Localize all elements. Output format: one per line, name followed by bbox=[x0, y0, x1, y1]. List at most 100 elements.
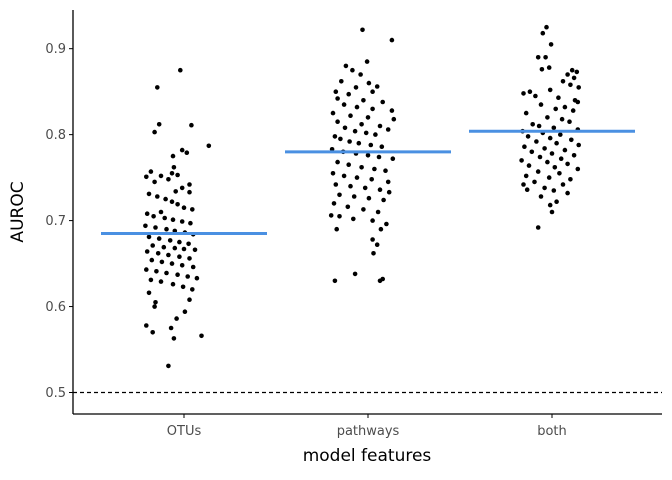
data-point bbox=[381, 197, 386, 203]
data-point bbox=[190, 207, 195, 212]
data-point bbox=[534, 139, 539, 144]
data-point bbox=[523, 110, 529, 116]
data-point bbox=[552, 165, 558, 170]
data-point bbox=[351, 194, 357, 199]
x-tick-label: both bbox=[537, 424, 567, 439]
data-point bbox=[523, 173, 529, 179]
data-point bbox=[568, 82, 573, 88]
data-point bbox=[558, 156, 564, 161]
data-point bbox=[146, 234, 152, 240]
data-point bbox=[370, 89, 375, 94]
data-point bbox=[167, 238, 173, 243]
data-point bbox=[364, 59, 370, 64]
data-point bbox=[156, 236, 162, 241]
data-point bbox=[391, 116, 397, 122]
data-point bbox=[522, 144, 527, 149]
data-point bbox=[565, 72, 570, 77]
data-point bbox=[545, 115, 550, 120]
data-point bbox=[186, 241, 191, 247]
data-point bbox=[525, 134, 531, 139]
data-point bbox=[345, 204, 351, 210]
data-point bbox=[538, 194, 544, 199]
data-point bbox=[544, 24, 549, 30]
data-point bbox=[206, 143, 212, 149]
y-tick-label: 0.6 bbox=[45, 300, 66, 315]
data-point bbox=[551, 125, 557, 131]
data-point bbox=[535, 169, 541, 174]
data-point bbox=[379, 144, 385, 149]
x-tick-label: pathways bbox=[337, 424, 400, 439]
data-point bbox=[369, 177, 375, 182]
data-point bbox=[331, 201, 337, 206]
data-point bbox=[146, 290, 152, 296]
data-point bbox=[560, 182, 566, 187]
data-point bbox=[569, 137, 574, 143]
data-point bbox=[192, 247, 198, 253]
data-point bbox=[545, 159, 550, 165]
data-point bbox=[574, 69, 580, 75]
data-point bbox=[144, 211, 150, 216]
data-point bbox=[532, 179, 537, 185]
data-point bbox=[346, 91, 352, 97]
data-point bbox=[158, 209, 164, 215]
y-tick-label: 0.8 bbox=[45, 128, 66, 143]
data-point bbox=[152, 129, 157, 135]
data-point bbox=[366, 195, 372, 201]
data-point bbox=[158, 279, 164, 284]
data-point bbox=[373, 132, 378, 137]
data-point bbox=[543, 55, 548, 60]
data-point bbox=[335, 159, 340, 165]
data-point bbox=[548, 42, 554, 47]
data-point bbox=[363, 130, 369, 136]
data-point bbox=[386, 189, 392, 195]
data-point bbox=[575, 166, 581, 172]
data-point bbox=[144, 249, 150, 254]
data-point bbox=[569, 67, 575, 73]
data-point bbox=[335, 119, 340, 124]
data-point bbox=[144, 174, 149, 180]
data-point bbox=[187, 182, 192, 187]
data-point bbox=[341, 102, 347, 107]
data-point bbox=[359, 165, 364, 170]
data-point bbox=[333, 182, 339, 187]
data-point bbox=[346, 162, 352, 167]
data-point bbox=[546, 175, 552, 180]
data-point bbox=[547, 202, 553, 208]
data-point bbox=[170, 281, 176, 287]
data-point bbox=[370, 218, 375, 223]
data-point bbox=[348, 113, 353, 118]
data-point bbox=[163, 196, 168, 202]
data-point bbox=[152, 304, 157, 309]
data-point bbox=[352, 128, 358, 134]
data-point bbox=[377, 123, 383, 129]
x-tick-label: OTUs bbox=[167, 424, 202, 439]
data-point bbox=[551, 188, 557, 193]
data-point bbox=[177, 254, 182, 259]
data-point bbox=[155, 251, 161, 256]
data-point bbox=[169, 261, 175, 266]
data-point bbox=[184, 150, 190, 155]
data-point bbox=[180, 284, 186, 290]
data-point bbox=[542, 146, 547, 151]
data-point bbox=[374, 242, 380, 247]
data-point bbox=[353, 85, 359, 90]
data-point bbox=[526, 163, 532, 168]
data-point bbox=[190, 287, 195, 292]
data-point bbox=[337, 214, 342, 219]
data-point bbox=[153, 300, 158, 305]
data-point bbox=[374, 84, 380, 89]
data-point bbox=[368, 142, 374, 148]
data-point bbox=[187, 189, 192, 195]
data-point bbox=[558, 132, 563, 137]
data-point bbox=[150, 330, 155, 335]
data-point bbox=[338, 136, 343, 142]
data-point bbox=[148, 277, 154, 283]
data-point bbox=[187, 297, 192, 303]
data-point bbox=[343, 63, 349, 69]
data-point bbox=[179, 185, 185, 191]
data-point bbox=[179, 147, 185, 153]
data-point bbox=[535, 55, 541, 60]
data-point bbox=[354, 104, 360, 110]
data-point bbox=[547, 87, 553, 93]
data-point bbox=[181, 205, 187, 210]
